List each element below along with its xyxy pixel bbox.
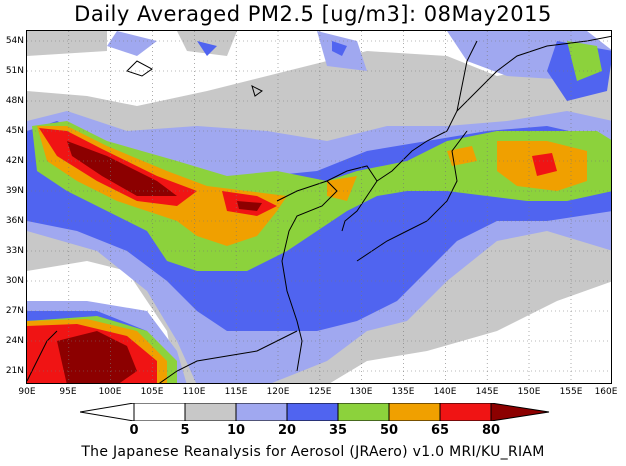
colorbar-swatch-35-50 <box>337 403 390 421</box>
lon-label: 120E <box>266 387 290 397</box>
lon-label: 140E <box>433 387 457 397</box>
lat-label: 51N <box>5 66 24 76</box>
lon-label: 110E <box>182 387 206 397</box>
colorbar-swatch-20-35 <box>286 403 339 421</box>
lon-label: 145E <box>475 387 499 397</box>
lon-label: 90E <box>18 387 36 397</box>
grid <box>27 31 611 383</box>
lat-label: 27N <box>5 306 24 316</box>
colorbar-label: 10 <box>226 423 246 438</box>
lat-label: 39N <box>5 186 24 196</box>
lat-label: 30N <box>5 276 24 286</box>
colorbar-swatch-65-80 <box>439 403 492 421</box>
lon-label: 150E <box>517 387 541 397</box>
lon-label: 155E <box>559 387 583 397</box>
lat-label: 33N <box>5 246 24 256</box>
colorbar-label: 50 <box>379 423 399 438</box>
lon-label: 100E <box>98 387 122 397</box>
colorbar-label: 80 <box>481 423 501 438</box>
lon-label: 130E <box>349 387 373 397</box>
map-panel <box>26 30 612 384</box>
colorbar-high-arrow <box>490 403 550 421</box>
lat-label: 24N <box>5 336 24 346</box>
map-title: Daily Averaged PM2.5 [ug/m3]: 08May2015 <box>74 2 552 26</box>
colorbar-low-arrow <box>80 403 135 421</box>
colorbar-label: 65 <box>430 423 450 438</box>
lon-label: 115E <box>224 387 248 397</box>
lon-label: 125E <box>308 387 332 397</box>
lat-label: 54N <box>5 36 24 46</box>
colorbar-swatch-0-5 <box>133 403 186 421</box>
lat-label: 45N <box>5 126 24 136</box>
colorbar-swatch-5-10 <box>184 403 237 421</box>
colorbar-swatch-10-20 <box>235 403 288 421</box>
lon-label: 160E <box>594 387 618 397</box>
lon-label: 135E <box>391 387 415 397</box>
credit-line: The Japanese Reanalysis for Aerosol (JRA… <box>81 444 545 460</box>
lon-label: 105E <box>140 387 164 397</box>
colorbar-label: 35 <box>328 423 348 438</box>
colorbar-label: 5 <box>180 423 190 438</box>
pm25-field <box>27 31 611 383</box>
lat-label: 36N <box>5 216 24 226</box>
lat-label: 48N <box>5 96 24 106</box>
lat-label: 42N <box>5 156 24 166</box>
band-80-plus <box>57 141 262 383</box>
colorbar <box>80 403 550 421</box>
colorbar-swatch-50-65 <box>388 403 441 421</box>
colorbar-label: 20 <box>277 423 297 438</box>
lon-label: 95E <box>59 387 77 397</box>
colorbar-label: 0 <box>129 423 139 438</box>
lat-label: 21N <box>5 366 24 376</box>
